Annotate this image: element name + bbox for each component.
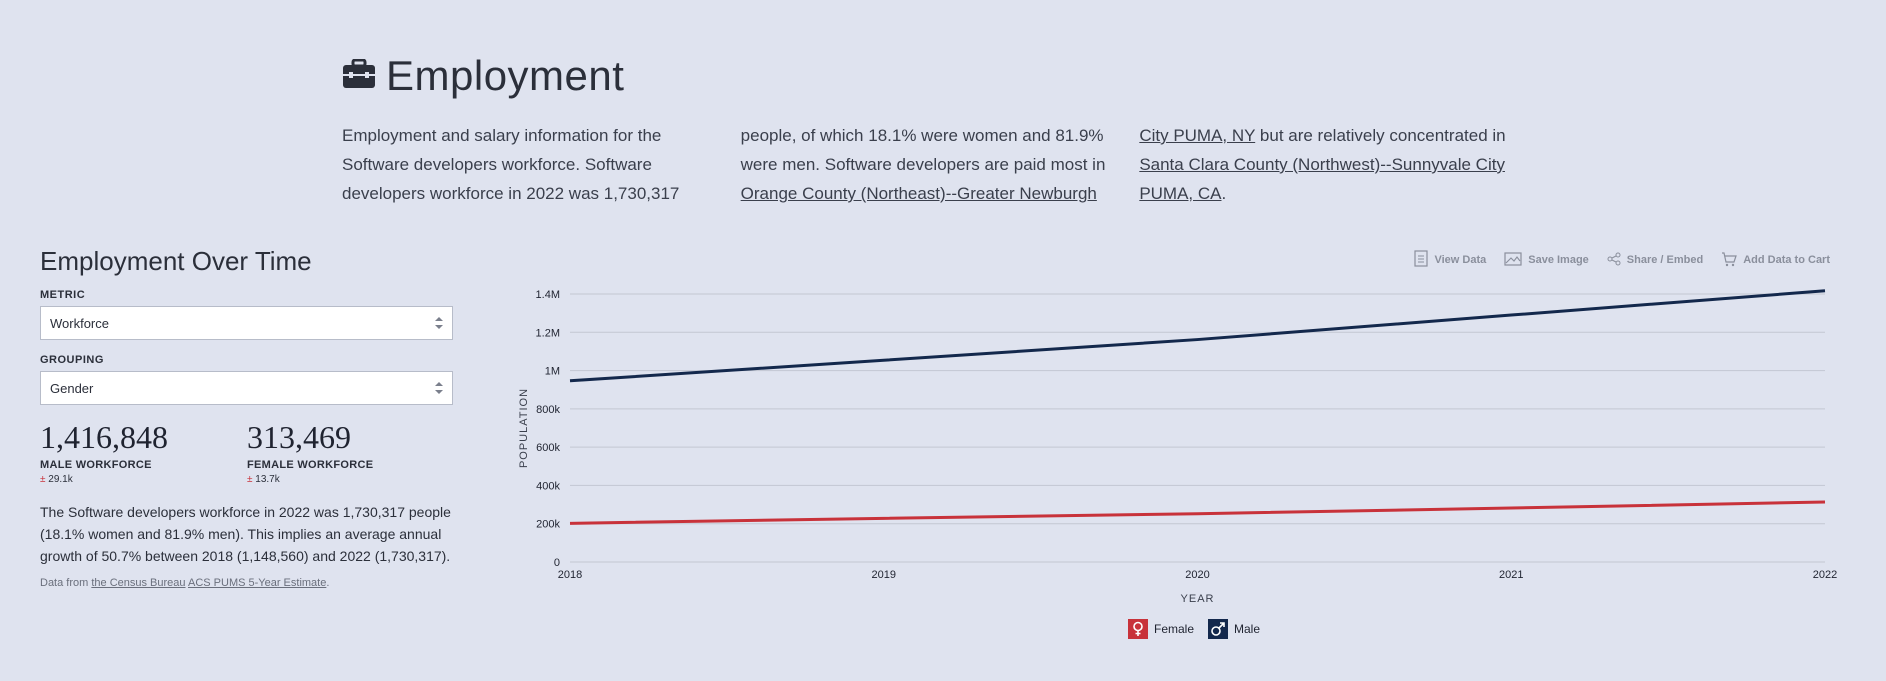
x-tick-label: 2022 — [1813, 569, 1837, 581]
summary-text: The Software developers workforce in 202… — [40, 504, 451, 564]
intro-text: Employment and salary information for th… — [342, 126, 1106, 203]
series-line-female — [569, 500, 1826, 525]
share-embed-button[interactable]: Share / Embed — [1607, 250, 1703, 270]
y-tick-label: 200k — [536, 519, 560, 531]
acs-pums-link[interactable]: ACS PUMS 5-Year Estimate — [187, 577, 327, 589]
stat-moe: ± 29.1k — [40, 474, 73, 485]
page-title: Employment — [386, 52, 625, 99]
y-tick-label: 600k — [536, 442, 560, 454]
x-tick-label: 2020 — [1185, 569, 1209, 581]
stat-moe: ± 13.7k — [247, 474, 280, 485]
select-arrows-icon — [434, 381, 444, 395]
page-header: Employment — [342, 52, 624, 100]
intro-text-between: but are relatively concentrated in — [1255, 126, 1506, 145]
metric-select[interactable]: Workforce — [40, 306, 453, 340]
add-to-cart-button[interactable]: Add Data to Cart — [1721, 250, 1830, 270]
grouping-label: GROUPING — [40, 354, 104, 366]
male-workforce-stat: 1,416,848 MALE WORKFORCE ± 29.1k — [40, 419, 247, 485]
x-tick-label: 2018 — [558, 569, 582, 581]
employment-line-chart: 0 200k 400k 600k 800k 1M 1.2M 1.4M 2018 2019 2020 2… — [518, 289, 1837, 605]
legend-item-female[interactable]: Female — [1128, 619, 1194, 639]
metric-select-value: Workforce — [50, 315, 109, 331]
chart-toolbar: View Data Save Image Share / Embed Add D… — [1414, 250, 1830, 270]
x-tick-label: 2021 — [1499, 569, 1523, 581]
image-icon — [1504, 251, 1522, 269]
stat-label: MALE WORKFORCE — [40, 459, 152, 471]
save-image-button[interactable]: Save Image — [1504, 250, 1589, 270]
y-tick-label: 800k — [536, 404, 560, 416]
stats-row: 1,416,848 MALE WORKFORCE ± 29.1k 313,469… — [40, 419, 455, 485]
female-workforce-stat: 313,469 FEMALE WORKFORCE ± 13.7k — [247, 419, 454, 485]
census-bureau-link[interactable]: the Census Bureau — [91, 577, 186, 589]
select-arrows-icon — [434, 316, 444, 330]
section-title: Employment Over Time — [40, 246, 312, 276]
intro-paragraph: Employment and salary information for th… — [342, 121, 1512, 208]
grouping-select[interactable]: Gender — [40, 371, 453, 405]
y-tick-label: 1.2M — [536, 327, 560, 339]
y-tick-label: 1M — [545, 366, 560, 378]
x-tick-label: 2019 — [872, 569, 896, 581]
concentrated-location-link[interactable]: Santa Clara County (Northwest)--Sunnyval… — [1139, 155, 1505, 203]
stat-value: 1,416,848 — [40, 419, 168, 455]
x-axis-label: YEAR — [1181, 593, 1215, 605]
y-tick-label: 400k — [536, 480, 560, 492]
controls-panel: Employment Over Time METRIC Workforce GR… — [40, 246, 455, 589]
stat-value: 313,469 — [247, 419, 351, 455]
female-icon — [1128, 619, 1148, 639]
y-tick-label: 1.4M — [536, 289, 560, 301]
briefcase-icon — [342, 58, 376, 94]
chart-legend: Female Male — [1128, 619, 1260, 639]
stat-label: FEMALE WORKFORCE — [247, 459, 374, 471]
share-icon — [1607, 252, 1621, 269]
y-tick-label: 0 — [554, 557, 560, 569]
document-icon — [1414, 250, 1429, 270]
metric-label: METRIC — [40, 289, 86, 301]
view-data-button[interactable]: View Data — [1414, 250, 1486, 270]
series-line-male — [569, 289, 1826, 383]
data-source: Data from the Census Bureau ACS PUMS 5-Y… — [40, 577, 330, 589]
y-axis-label: POPULATION — [518, 388, 530, 468]
intro-text-end: . — [1221, 184, 1227, 203]
top-paying-location-link[interactable]: Orange County (Northeast)--Greater Newbu… — [740, 126, 1256, 203]
grouping-select-value: Gender — [50, 380, 94, 396]
legend-item-male[interactable]: Male — [1208, 619, 1260, 639]
male-icon — [1208, 619, 1229, 639]
cart-icon — [1721, 251, 1738, 270]
